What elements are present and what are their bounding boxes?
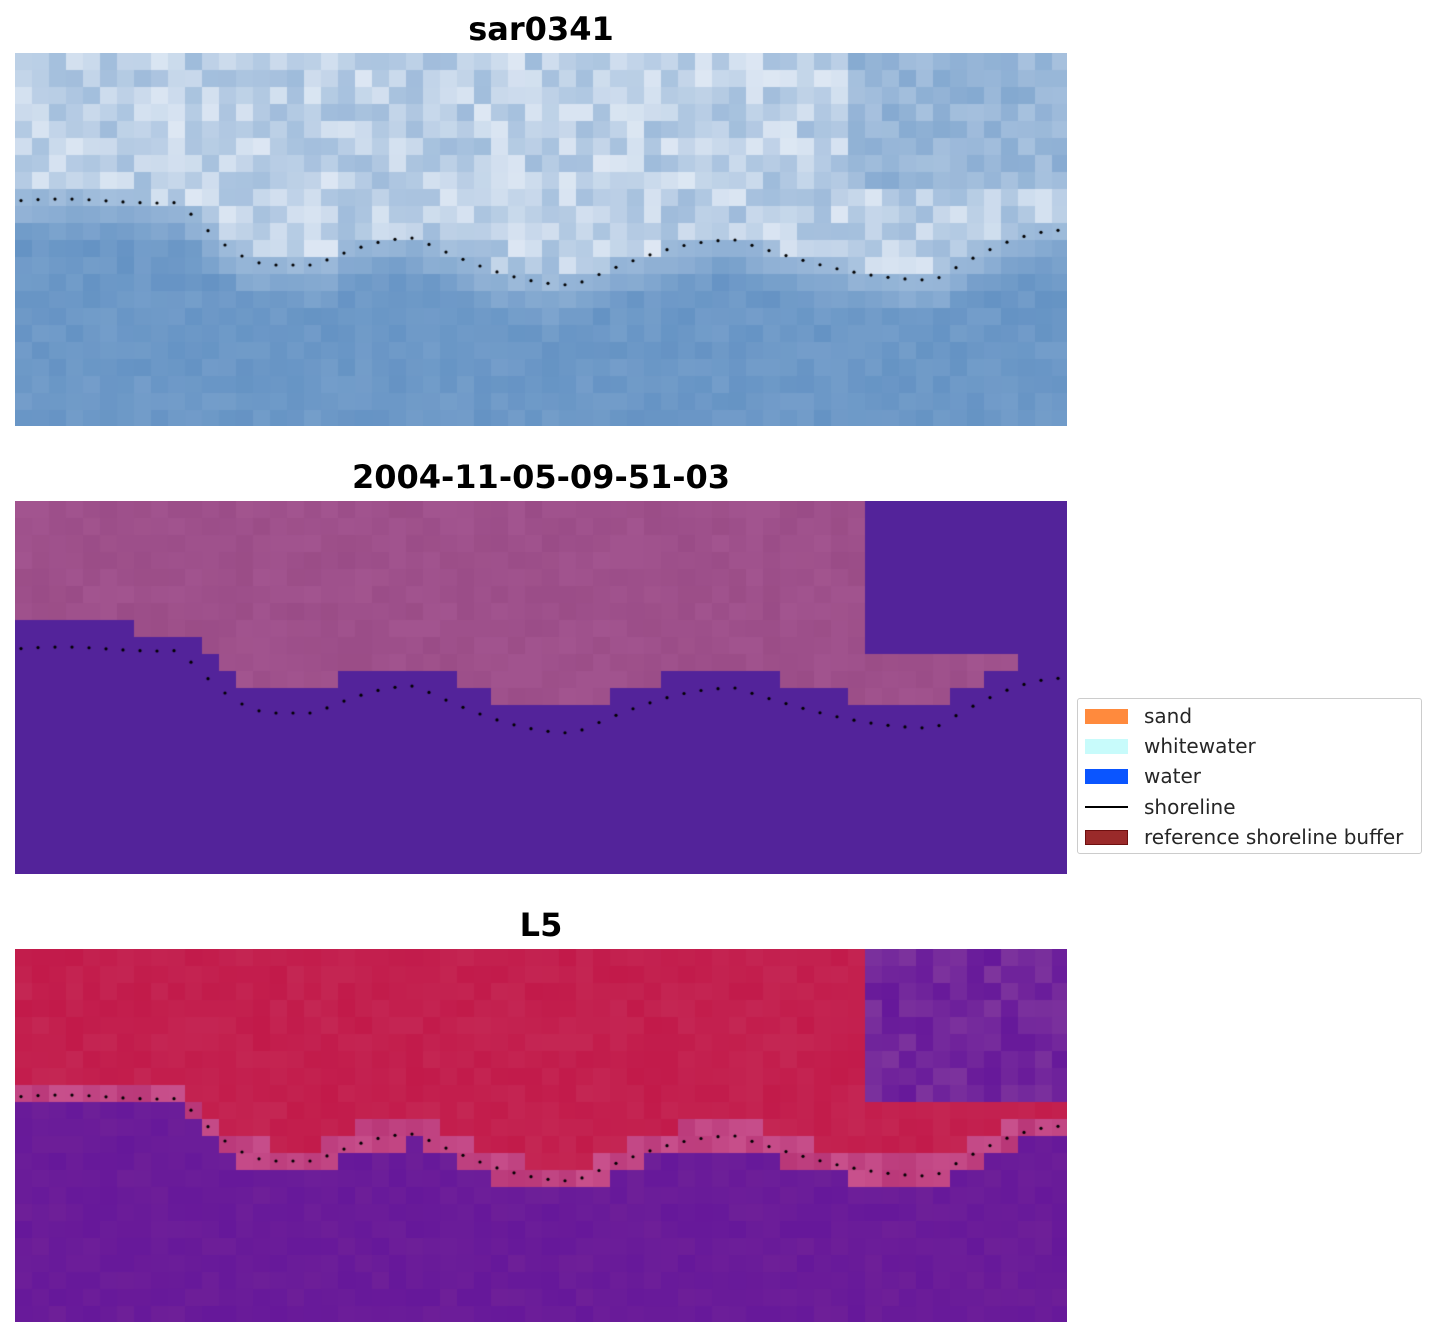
legend-label: sand — [1144, 704, 1193, 728]
legend: sand whitewater water shoreline referenc… — [1077, 698, 1422, 854]
legend-item-sand: sand — [1085, 704, 1192, 728]
whitewater-swatch — [1085, 738, 1128, 754]
legend-label: water — [1144, 764, 1201, 788]
shoreline-line-swatch — [1085, 806, 1128, 808]
legend-item-shoreline: shoreline — [1085, 795, 1236, 819]
legend-item-water: water — [1085, 764, 1201, 788]
sand-swatch — [1085, 708, 1128, 724]
legend-label: reference shoreline buffer — [1144, 825, 1404, 849]
panel-title-classified: 2004-11-05-09-51-03 — [351, 458, 731, 496]
water-swatch — [1085, 768, 1128, 784]
classified-image-panel — [15, 501, 1067, 874]
legend-label: whitewater — [1144, 734, 1256, 758]
panel-title-rgb: sar0341 — [468, 10, 614, 48]
panel-title-index: L5 — [519, 906, 563, 944]
reference-buffer-swatch — [1085, 829, 1128, 845]
legend-label: shoreline — [1144, 795, 1236, 819]
legend-item-reference-buffer: reference shoreline buffer — [1085, 825, 1403, 849]
index-image-panel — [15, 949, 1067, 1322]
legend-item-whitewater: whitewater — [1085, 734, 1256, 758]
rgb-image-panel — [15, 53, 1067, 426]
